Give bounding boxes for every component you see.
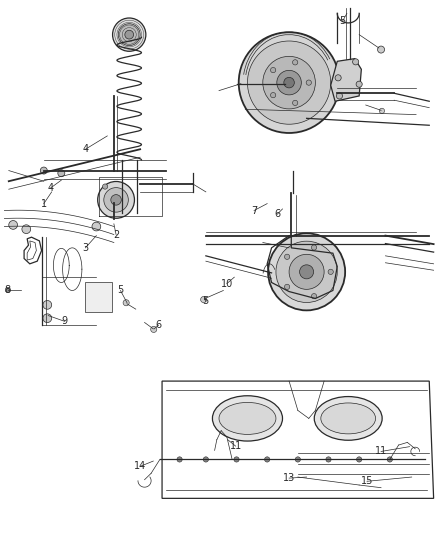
- Bar: [85, 282, 112, 312]
- Circle shape: [247, 41, 331, 124]
- Text: 9: 9: [62, 317, 68, 326]
- Circle shape: [58, 169, 65, 177]
- Text: 6: 6: [274, 209, 280, 219]
- Circle shape: [5, 287, 11, 293]
- Text: 11: 11: [230, 441, 242, 451]
- Circle shape: [285, 284, 290, 289]
- Circle shape: [40, 167, 47, 174]
- Text: 4: 4: [82, 144, 88, 154]
- Circle shape: [336, 93, 343, 99]
- Circle shape: [43, 314, 52, 322]
- Text: 13: 13: [283, 473, 295, 483]
- Circle shape: [98, 181, 134, 219]
- Circle shape: [328, 269, 333, 274]
- Circle shape: [335, 75, 341, 81]
- Text: 1: 1: [41, 199, 47, 208]
- Circle shape: [265, 457, 270, 462]
- Circle shape: [123, 300, 129, 306]
- Circle shape: [102, 184, 108, 189]
- Circle shape: [203, 457, 208, 462]
- Circle shape: [92, 222, 101, 231]
- Ellipse shape: [212, 395, 283, 441]
- Circle shape: [22, 225, 31, 233]
- Text: 5: 5: [117, 286, 124, 295]
- Text: 10: 10: [221, 279, 233, 288]
- Circle shape: [118, 23, 140, 46]
- Circle shape: [311, 294, 317, 299]
- Circle shape: [239, 32, 339, 133]
- Circle shape: [311, 245, 317, 250]
- Text: 5: 5: [202, 296, 208, 306]
- Text: 15: 15: [361, 477, 373, 486]
- Text: 11: 11: [375, 447, 387, 456]
- Circle shape: [271, 68, 276, 72]
- Text: 3: 3: [82, 243, 88, 253]
- Circle shape: [379, 108, 385, 114]
- Circle shape: [234, 457, 239, 462]
- Circle shape: [271, 93, 276, 98]
- Circle shape: [125, 30, 134, 39]
- Text: 4: 4: [47, 183, 53, 193]
- Ellipse shape: [314, 397, 382, 440]
- Circle shape: [293, 100, 298, 106]
- Circle shape: [277, 70, 301, 95]
- Text: 5: 5: [339, 17, 346, 26]
- Circle shape: [111, 195, 121, 205]
- Circle shape: [289, 254, 324, 289]
- Circle shape: [285, 254, 290, 260]
- Text: 2: 2: [113, 230, 119, 239]
- Text: 6: 6: [155, 320, 162, 330]
- Circle shape: [276, 241, 337, 303]
- Circle shape: [295, 457, 300, 462]
- Circle shape: [151, 326, 157, 333]
- Circle shape: [306, 80, 311, 85]
- Circle shape: [104, 188, 128, 212]
- Circle shape: [357, 457, 362, 462]
- Circle shape: [356, 81, 362, 87]
- Text: 7: 7: [251, 206, 257, 215]
- Circle shape: [378, 46, 385, 53]
- Circle shape: [387, 457, 392, 462]
- Circle shape: [293, 60, 298, 65]
- Text: 8: 8: [5, 285, 11, 295]
- Circle shape: [263, 56, 315, 109]
- Circle shape: [353, 59, 359, 65]
- Circle shape: [268, 233, 345, 310]
- Circle shape: [43, 301, 52, 309]
- Ellipse shape: [321, 403, 376, 434]
- Circle shape: [9, 221, 18, 229]
- Circle shape: [113, 18, 146, 51]
- Circle shape: [177, 457, 182, 462]
- Circle shape: [326, 457, 331, 462]
- Text: 14: 14: [134, 462, 146, 471]
- Circle shape: [201, 296, 207, 303]
- Circle shape: [284, 77, 294, 88]
- Polygon shape: [331, 59, 361, 101]
- Ellipse shape: [219, 402, 276, 434]
- Circle shape: [300, 265, 314, 279]
